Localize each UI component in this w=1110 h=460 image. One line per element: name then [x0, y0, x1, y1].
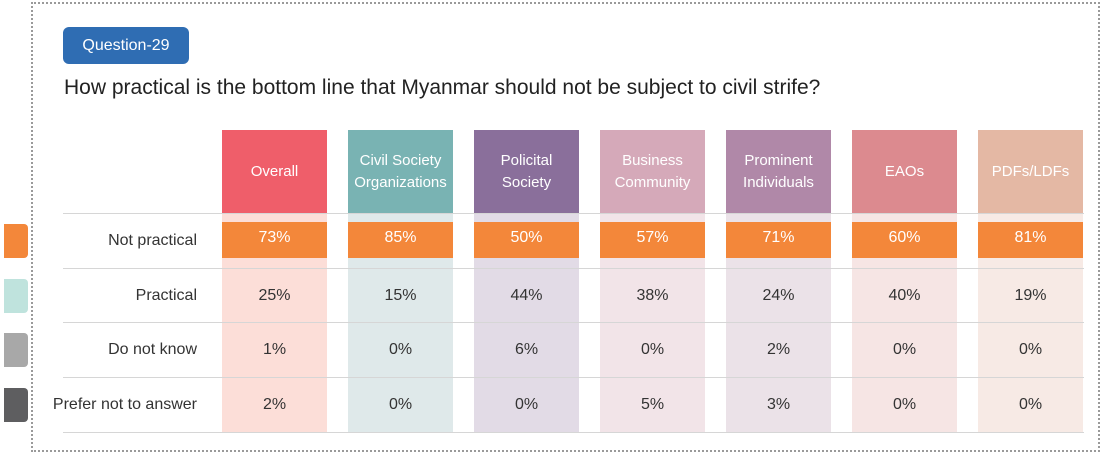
table-cell-value: 57% — [636, 229, 669, 246]
table-cell-value: 3% — [766, 395, 791, 413]
column-header: Prominent Individuals — [726, 130, 831, 213]
highlight-cell — [348, 222, 453, 258]
row-divider — [63, 432, 1084, 433]
column-header: Civil Society Organizations — [348, 130, 453, 213]
table-cell-value: 25% — [258, 286, 291, 304]
table-cell-value: 15% — [384, 286, 417, 304]
row-color-swatch — [4, 278, 28, 313]
table-cell-value: 0% — [514, 395, 539, 413]
table-cell-value: 0% — [892, 395, 917, 413]
table-cell-value: 38% — [636, 286, 669, 304]
row-divider — [63, 213, 1084, 214]
row-color-swatch — [4, 332, 28, 367]
table-cell-value: 0% — [892, 340, 917, 358]
table-cell-value: 60% — [888, 229, 921, 246]
table-cell-value: 0% — [1018, 395, 1043, 413]
row-divider — [63, 377, 1084, 378]
highlight-cell — [726, 222, 831, 258]
table-cell-value: 2% — [766, 340, 791, 358]
column-header: Policital Society — [474, 130, 579, 213]
table-cell-value: 19% — [1014, 286, 1047, 304]
column-header: EAOs — [852, 130, 957, 213]
table-cell-value: 50% — [510, 229, 543, 246]
question-title: How practical is the bottom line that My… — [64, 76, 821, 99]
table-cell-value: 24% — [762, 286, 795, 304]
table-cell-value: 71% — [762, 229, 795, 246]
table-cell-value: 0% — [388, 340, 413, 358]
column-header: Business Community — [600, 130, 705, 213]
table-cell-value: 44% — [510, 286, 543, 304]
table-cell-value: 81% — [1014, 229, 1047, 246]
table-cell-value: 0% — [388, 395, 413, 413]
highlight-cell — [600, 222, 705, 258]
highlight-cell — [978, 222, 1083, 258]
row-label: Prefer not to answer — [52, 395, 197, 413]
table-cell-value: 6% — [514, 340, 539, 358]
highlight-cell — [852, 222, 957, 258]
table-cell-value: 40% — [888, 286, 921, 304]
row-color-swatch — [4, 387, 28, 422]
row-label: Practical — [135, 286, 197, 304]
row-divider — [63, 322, 1084, 323]
table-cell-value: 1% — [262, 340, 287, 358]
table-cell-value: 2% — [262, 395, 287, 413]
row-color-swatch — [4, 223, 28, 258]
table-cell-value: 0% — [640, 340, 665, 358]
highlight-cell — [474, 222, 579, 258]
question-badge: Question-29 — [63, 27, 189, 64]
column-header: Overall — [222, 130, 327, 213]
row-label: Do not know — [108, 340, 197, 358]
table-cell-value: 73% — [258, 229, 291, 246]
highlight-cell — [222, 222, 327, 258]
column-header: PDFs/LDFs — [978, 130, 1083, 213]
row-label: Not practical — [108, 231, 197, 249]
card-frame — [31, 2, 1100, 452]
table-cell-value: 85% — [384, 229, 417, 246]
table-cell-value: 5% — [640, 395, 665, 413]
table-cell-value: 0% — [1018, 340, 1043, 358]
row-divider — [63, 268, 1084, 269]
